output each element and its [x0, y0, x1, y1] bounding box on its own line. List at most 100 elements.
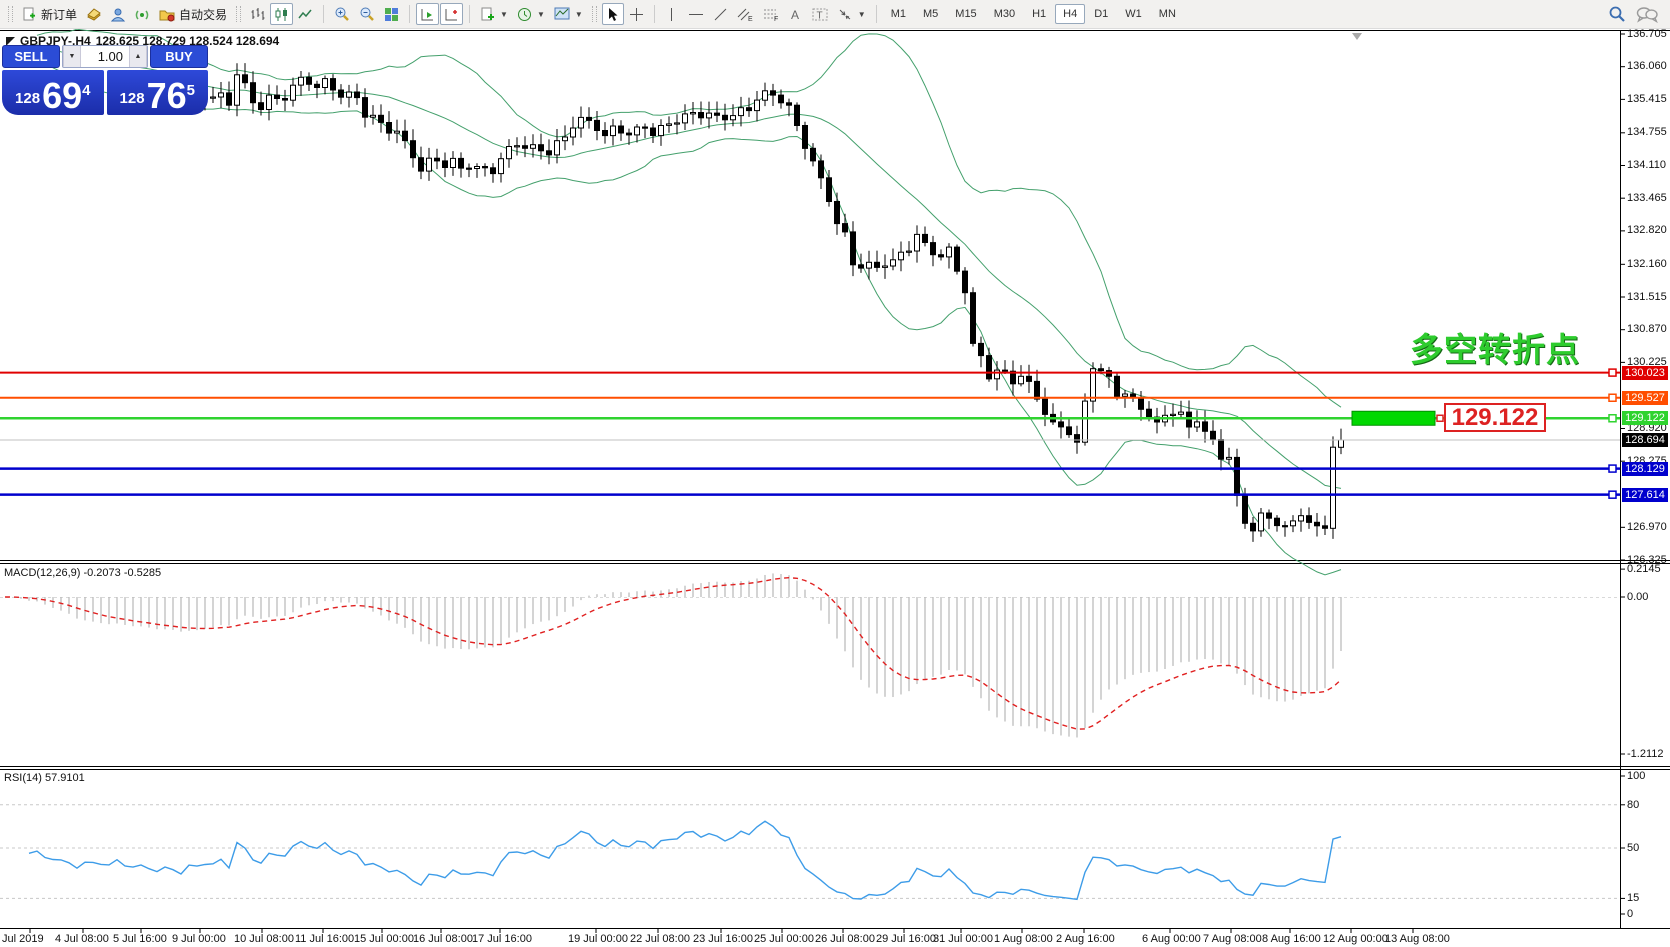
- fibonacci-icon: F: [763, 9, 778, 22]
- bar-chart-button[interactable]: [246, 3, 269, 25]
- tab-m1[interactable]: M1: [890, 8, 906, 20]
- sell-button[interactable]: SELL: [2, 45, 60, 68]
- tab-w1[interactable]: W1: [1125, 8, 1142, 20]
- sell-price-big: 69: [42, 75, 83, 116]
- main-toolbar: 新订单 自动交易 ▼ ▼: [0, 0, 1670, 29]
- crosshair-icon: [629, 7, 643, 21]
- cursor-button[interactable]: [601, 3, 624, 25]
- buy-price-prefix: 128: [119, 90, 145, 107]
- toolbar-separator: [469, 5, 471, 23]
- price-tick: 133.465: [1627, 191, 1667, 204]
- price-tick: 126.325: [1627, 553, 1667, 566]
- price-tick: 132.160: [1627, 257, 1667, 270]
- price-tick: 130.225: [1627, 355, 1667, 368]
- crosshair-button[interactable]: [625, 3, 648, 25]
- price-tick: 135.415: [1627, 92, 1667, 105]
- time-label: 8 Aug 16:00: [1262, 933, 1321, 945]
- text-label-button[interactable]: T: [808, 3, 832, 25]
- toolbar-separator: [409, 5, 411, 23]
- buy-button[interactable]: BUY: [150, 45, 208, 68]
- rsi-label: RSI(14) 57.9101: [4, 772, 85, 784]
- annotation-text[interactable]: 多空转折点: [1410, 331, 1580, 368]
- chat-icon[interactable]: [1636, 6, 1658, 23]
- profile-button[interactable]: [107, 3, 130, 25]
- horizontal-line-button[interactable]: [684, 3, 708, 25]
- auto-trading-label: 自动交易: [179, 7, 228, 22]
- vertical-line-icon: [671, 7, 673, 21]
- tile-windows-button[interactable]: [380, 3, 403, 25]
- templates-button[interactable]: ▼: [550, 3, 587, 25]
- signal-button[interactable]: [131, 3, 154, 25]
- price-tick: 134.110: [1627, 159, 1666, 171]
- line-chart-button[interactable]: [294, 3, 317, 25]
- sell-price-display[interactable]: 128 69 4: [2, 70, 104, 115]
- candlestick-chart-button[interactable]: [270, 3, 294, 25]
- time-label: 16 Jul 08:00: [413, 933, 473, 945]
- time-label: 23 Jul 16:00: [693, 933, 753, 945]
- level-price-label[interactable]: 129.122: [1444, 403, 1546, 432]
- dropdown-caret-icon: ▼: [857, 9, 866, 19]
- time-label: 12 Aug 00:00: [1323, 933, 1388, 945]
- buy-price-display[interactable]: 128 76 5: [106, 70, 208, 115]
- price-badge-130.023: 130.023: [1622, 365, 1668, 380]
- svg-text:F: F: [774, 16, 778, 22]
- auto-scroll-button[interactable]: [416, 3, 440, 25]
- tab-m5[interactable]: M5: [923, 8, 939, 20]
- tab-mn[interactable]: MN: [1158, 8, 1176, 20]
- tab-m15[interactable]: M15: [955, 8, 977, 20]
- time-label: 6 Aug 00:00: [1142, 933, 1201, 945]
- toolbar-grip: [8, 6, 13, 22]
- tab-h4[interactable]: H4: [1055, 4, 1086, 24]
- tab-h1[interactable]: H1: [1032, 8, 1047, 20]
- zoom-in-icon: [335, 7, 349, 21]
- volume-increase-button[interactable]: ▲: [129, 46, 147, 67]
- tile-windows-icon: [385, 7, 399, 21]
- price-badge-127.614: 127.614: [1622, 487, 1668, 502]
- quote-strip: GBPJPY-,H4 128.625 128.729 128.524 128.6…: [6, 34, 279, 48]
- tab-m30[interactable]: M30: [993, 8, 1016, 20]
- time-label: 11 Jul 16:00: [295, 933, 355, 945]
- arrows-button[interactable]: ▼: [833, 3, 870, 25]
- zoom-out-icon: [360, 7, 374, 21]
- one-click-trading-panel: SELL ▼ ▲ BUY 128 69 4 128 76 5: [2, 45, 208, 115]
- toolbar-separator: [653, 5, 655, 23]
- zoom-out-button[interactable]: [355, 3, 379, 25]
- trendline-button[interactable]: [709, 3, 732, 25]
- new-order-button[interactable]: 新订单: [18, 3, 81, 25]
- indicators-button[interactable]: ▼: [476, 3, 512, 25]
- price-tick: 126.970: [1627, 520, 1667, 533]
- symbol-marker-icon: [6, 36, 15, 46]
- new-order-icon: [23, 7, 36, 20]
- time-label: 5 Jul 16:00: [113, 933, 167, 945]
- equidistant-channel-button[interactable]: E: [733, 3, 758, 25]
- toolbar-separator: [323, 5, 325, 23]
- time-label: 10 Jul 08:00: [234, 933, 294, 945]
- price-badge-128.129: 128.129: [1622, 461, 1668, 476]
- time-label: 4 Jul 08:00: [55, 933, 109, 945]
- sell-price-prefix: 128: [15, 90, 41, 107]
- line-chart-icon: [298, 9, 312, 18]
- periods-button[interactable]: ▼: [513, 3, 549, 25]
- clock-icon: [517, 7, 531, 21]
- rsi-scale-value: 80: [1627, 798, 1640, 811]
- text-button[interactable]: A: [785, 3, 807, 25]
- time-label: 26 Jul 08:00: [815, 933, 875, 945]
- tab-d1[interactable]: D1: [1094, 8, 1109, 20]
- volume-input[interactable]: [81, 46, 129, 67]
- volume-decrease-button[interactable]: ▼: [63, 46, 81, 67]
- horizontal-line-icon: [688, 13, 703, 15]
- chart-shift-button[interactable]: [440, 3, 464, 25]
- auto-trading-button[interactable]: 自动交易: [155, 3, 231, 25]
- rsi-scale-value: 15: [1627, 892, 1640, 905]
- zoom-in-button[interactable]: [330, 3, 354, 25]
- market-watch-button[interactable]: [82, 3, 106, 25]
- search-icon[interactable]: [1608, 5, 1626, 23]
- time-label: 29 Jul 16:00: [876, 933, 936, 945]
- toolbar-grip: [236, 6, 242, 22]
- fibonacci-button[interactable]: F: [759, 3, 784, 25]
- vertical-line-button[interactable]: [661, 3, 683, 25]
- price-tick: 134.755: [1627, 126, 1667, 139]
- market-book-icon: [87, 7, 101, 21]
- channel-icon: E: [737, 8, 753, 22]
